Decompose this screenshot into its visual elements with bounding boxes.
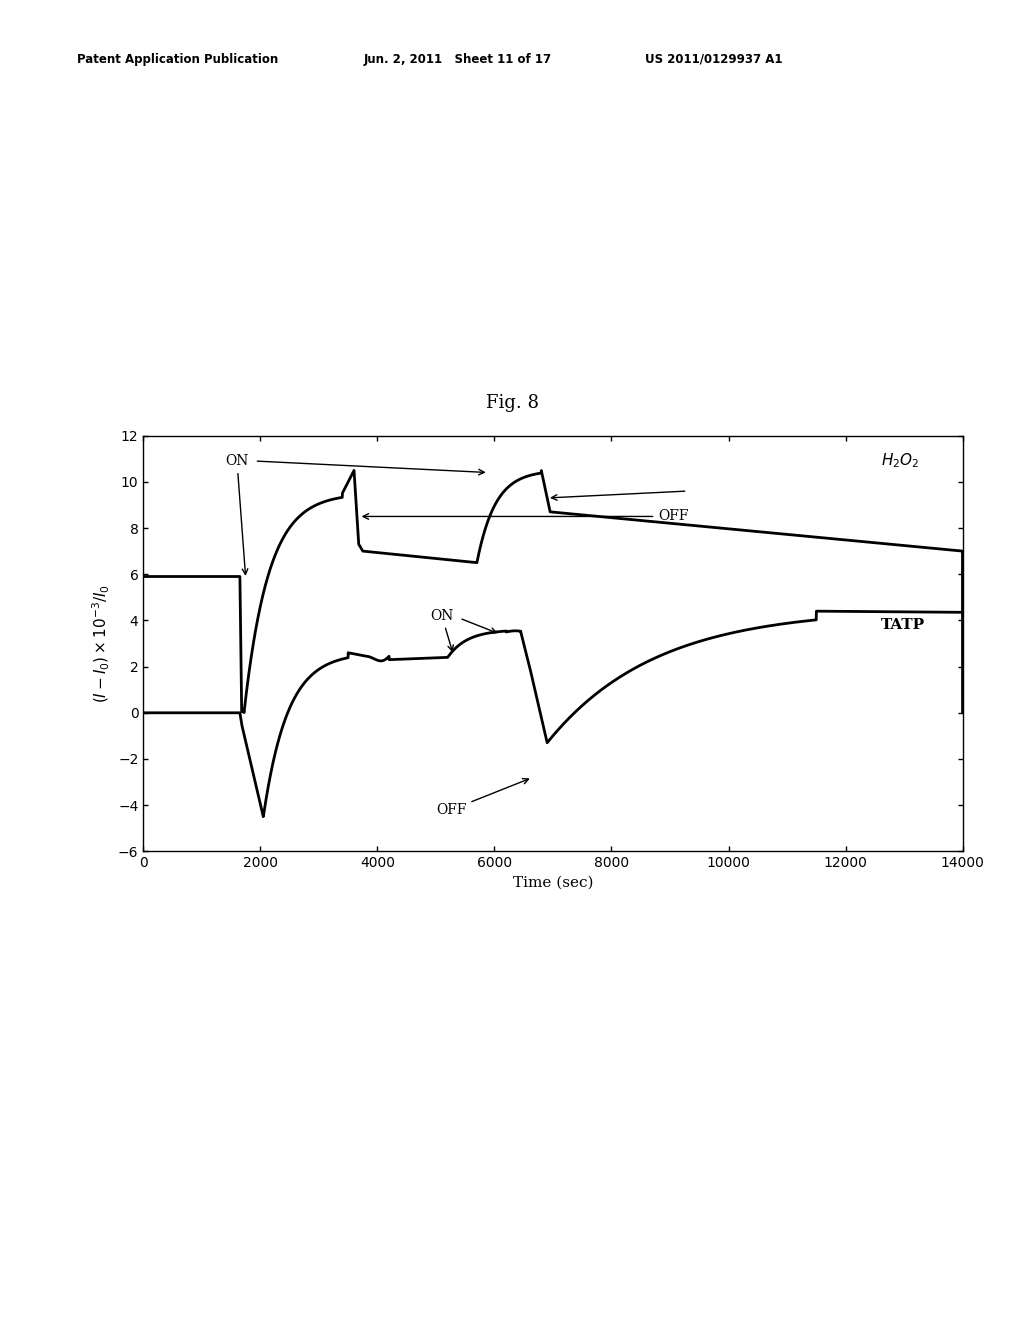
Text: OFF: OFF (364, 510, 689, 524)
Text: ON: ON (430, 609, 454, 651)
Text: Fig. 8: Fig. 8 (485, 393, 539, 412)
Text: Jun. 2, 2011   Sheet 11 of 17: Jun. 2, 2011 Sheet 11 of 17 (364, 53, 552, 66)
Text: US 2011/0129937 A1: US 2011/0129937 A1 (645, 53, 782, 66)
Y-axis label: $(I-I_0)\times10^{-3}/I_0$: $(I-I_0)\times10^{-3}/I_0$ (91, 583, 113, 704)
Text: OFF: OFF (436, 779, 528, 817)
Text: Patent Application Publication: Patent Application Publication (77, 53, 279, 66)
Text: $H_2O_2$: $H_2O_2$ (881, 451, 919, 470)
Text: ON: ON (225, 454, 249, 574)
Text: TATP: TATP (881, 618, 925, 632)
X-axis label: Time (sec): Time (sec) (513, 875, 593, 890)
